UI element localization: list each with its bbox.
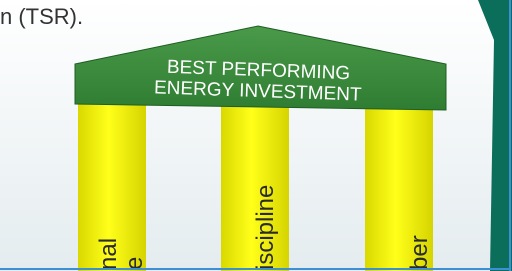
pillar-line: nal — [95, 238, 122, 270]
intro-text: n (TSR). — [0, 4, 83, 29]
pillar-label: ber — [406, 235, 433, 270]
diagram: n (TSR). nal e iscipline ber BEST PERFOR… — [0, 0, 512, 271]
pillar-line: ber — [406, 235, 433, 270]
pillar-line: e — [121, 257, 148, 270]
pillar-label: iscipline — [252, 185, 279, 270]
pillar-line: iscipline — [252, 185, 279, 270]
roof-label: BEST PERFORMING ENERGY INVESTMENT — [154, 56, 363, 105]
page: n (TSR). nal e iscipline ber BEST PERFOR… — [0, 0, 512, 271]
